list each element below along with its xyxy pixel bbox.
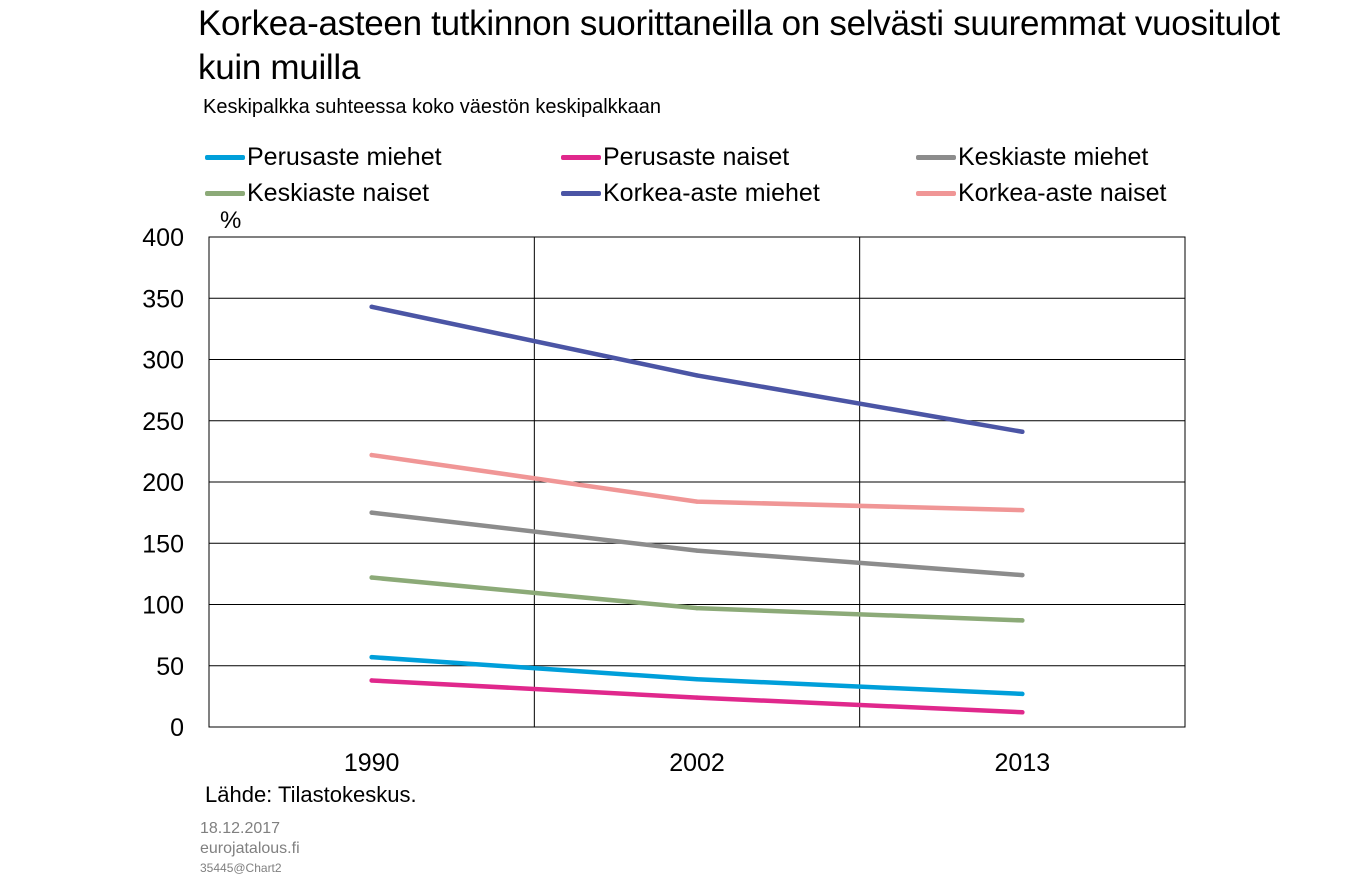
data-point-keskiaste-naiset: [1020, 618, 1025, 623]
legend-label: Perusaste naiset: [603, 143, 790, 171]
data-point-korkea-aste-miehet: [369, 304, 374, 310]
data-point-keskiaste-naiset: [694, 605, 700, 611]
legend-label: Keskiaste miehet: [958, 143, 1149, 171]
legend-item-keskiaste-miehet: Keskiaste miehet: [916, 142, 1148, 172]
legend-item-perusaste-naiset: Perusaste naiset: [561, 142, 789, 172]
x-tick-label: 2002: [669, 749, 725, 777]
y-tick-label: 50: [156, 653, 184, 681]
data-point-keskiaste-miehet: [1020, 572, 1025, 578]
series-line-keskiaste-miehet: [369, 510, 1025, 578]
chart-subtitle: Keskipalkka suhteessa koko väestön keski…: [203, 96, 662, 118]
legend-swatch: [561, 190, 601, 196]
data-point-perusaste-miehet: [1020, 691, 1025, 697]
data-point-korkea-aste-miehet: [694, 373, 700, 378]
legend-label: Keskiaste naiset: [247, 179, 430, 207]
footer-site: eurojatalous.fi: [200, 840, 300, 857]
legend-label: Perusaste miehet: [247, 143, 442, 171]
legend-item-perusaste-miehet: Perusaste miehet: [205, 142, 442, 172]
data-point-keskiaste-naiset: [369, 575, 374, 580]
legend-item-korkea-aste-miehet: Korkea-aste miehet: [561, 178, 820, 208]
y-tick-label: 300: [142, 347, 184, 375]
x-tick-label: 1990: [344, 749, 400, 777]
series-line-korkea-aste-miehet: [369, 304, 1025, 435]
series-line-perusaste-miehet: [369, 654, 1025, 697]
legend-label: Korkea-aste miehet: [603, 179, 820, 207]
legend-swatch: [205, 154, 245, 160]
y-tick-label: 100: [142, 592, 184, 620]
footer-date: 18.12.2017: [200, 820, 281, 837]
legend-swatch: [916, 154, 956, 160]
data-point-keskiaste-miehet: [694, 548, 700, 553]
data-point-perusaste-naiset: [1020, 710, 1025, 715]
legend-swatch: [561, 154, 601, 160]
y-tick-label: 400: [142, 224, 184, 252]
data-point-korkea-aste-naiset: [1020, 507, 1025, 513]
footer-id: 35445@Chart2: [200, 861, 282, 875]
data-point-korkea-aste-naiset: [369, 452, 374, 458]
legend-item-keskiaste-naiset: Keskiaste naiset: [205, 178, 429, 208]
y-tick-label: 0: [170, 714, 184, 742]
data-point-korkea-aste-naiset: [694, 499, 700, 504]
data-point-perusaste-naiset: [694, 695, 700, 700]
series-line-keskiaste-naiset: [369, 575, 1025, 623]
data-point-perusaste-naiset: [369, 678, 374, 683]
y-tick-label: 200: [142, 469, 184, 497]
legend-swatch: [916, 190, 956, 196]
data-point-perusaste-miehet: [694, 677, 700, 682]
x-tick-label: 2013: [995, 749, 1051, 777]
chart-title: Korkea-asteen tutkinnon suorittaneilla o…: [198, 4, 1280, 87]
data-point-korkea-aste-miehet: [1020, 429, 1025, 434]
y-tick-label: 350: [142, 285, 184, 313]
legend-item-korkea-aste-naiset: Korkea-aste naiset: [916, 178, 1166, 208]
data-point-perusaste-miehet: [369, 654, 374, 660]
data-point-keskiaste-miehet: [369, 510, 374, 515]
legend-label: Korkea-aste naiset: [958, 179, 1167, 207]
y-tick-label: 150: [142, 530, 184, 558]
y-tick-label: 250: [142, 408, 184, 436]
legend-swatch: [205, 190, 245, 196]
y-axis-unit: %: [220, 207, 242, 234]
source-note: Lähde: Tilastokeskus.: [205, 782, 417, 807]
